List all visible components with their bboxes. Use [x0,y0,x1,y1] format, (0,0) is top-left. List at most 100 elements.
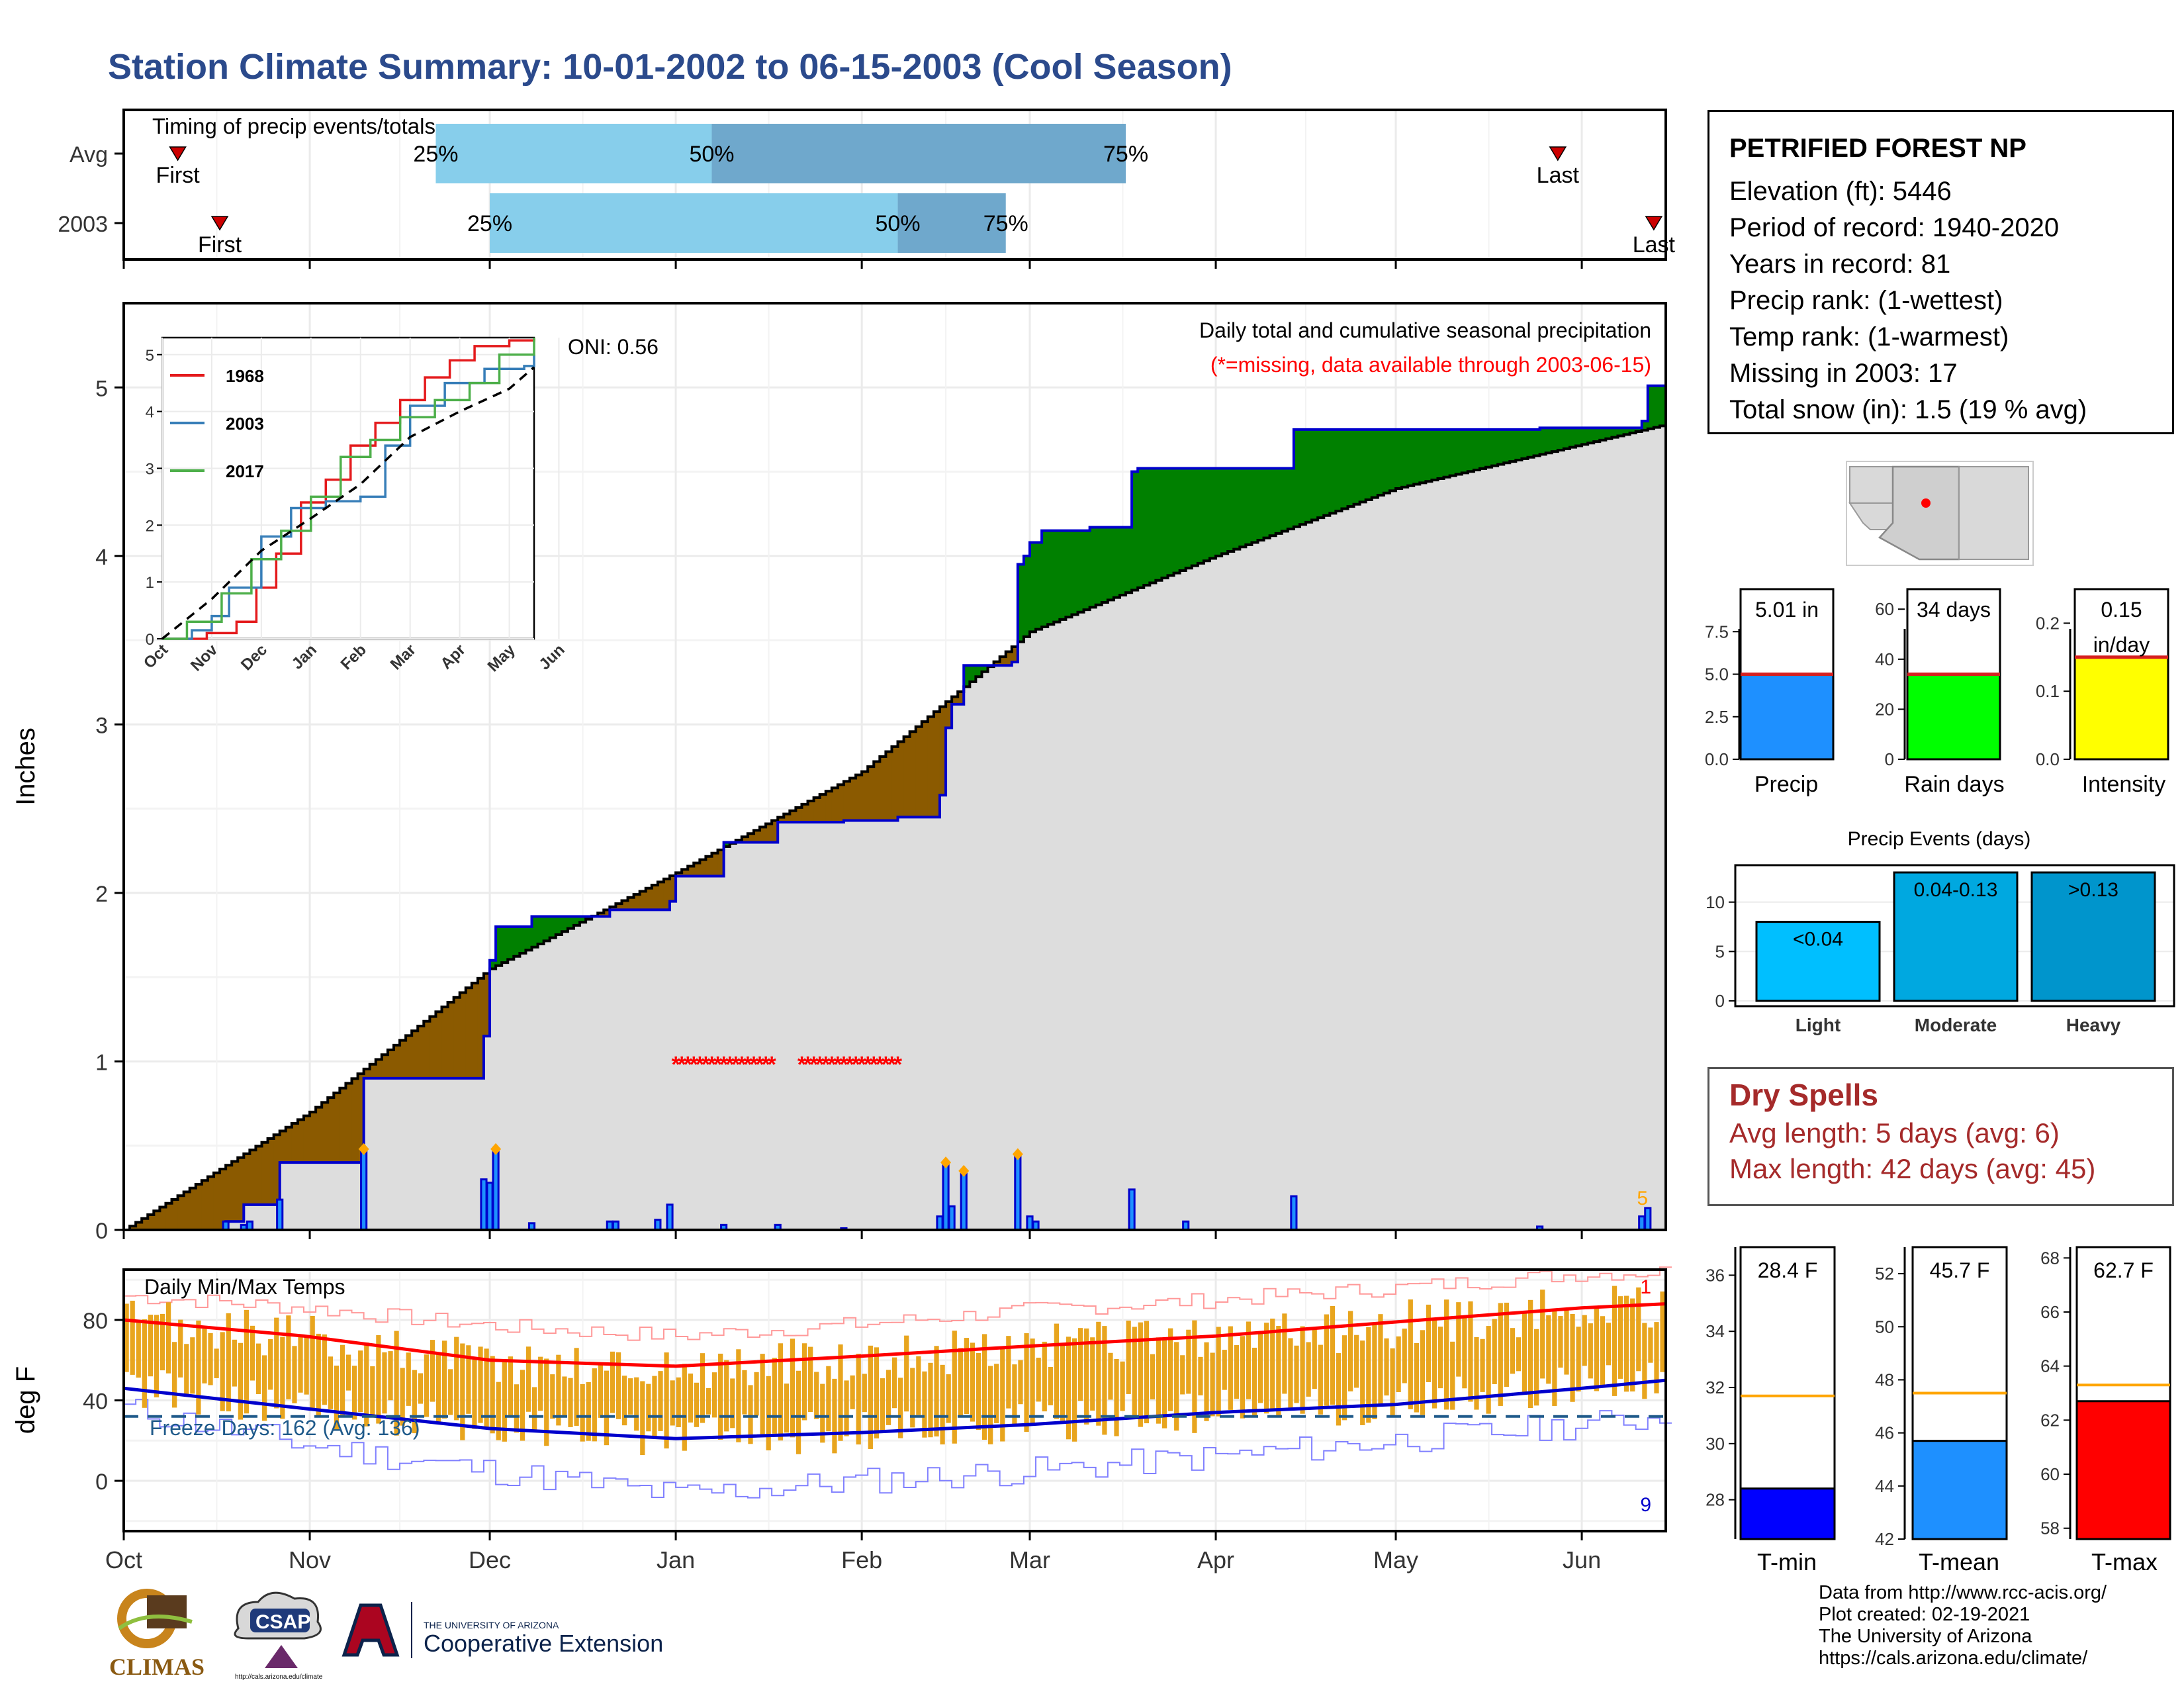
logos-strip: CLIMAS CSAP http://cals.arizona.edu/clim… [109,1589,663,1681]
temp-summary-y-tick-label: 66 [2040,1302,2060,1322]
daily-temp-range-bar [1042,1341,1047,1412]
station-snow: Total snow (in): 1.5 (19 % avg) [1729,395,2087,424]
daily-temp-range-bar [1126,1320,1131,1394]
below-average-area [952,696,958,704]
below-average-area [639,891,647,910]
daily-precip-bar [360,1148,368,1231]
daily-temp-range-bar [442,1340,447,1419]
daily-temp-range-bar [1210,1352,1215,1417]
daily-temp-range-bar [1426,1304,1432,1382]
daily-temp-range-bar [334,1365,340,1430]
above-average-area [1594,428,1600,442]
missing-day-marker: * [768,1052,777,1077]
daily-temp-range-bar [268,1339,273,1390]
temp-summary-value-bar [2075,1400,2171,1540]
below-average-area [363,1068,371,1078]
map-neighbor-state [1958,466,2029,560]
above-average-area [1138,468,1144,588]
daily-temp-range-bar [1324,1314,1329,1406]
below-average-area [700,859,707,876]
missing-day-marker: * [696,1052,705,1077]
daily-temp-range-bar [322,1334,327,1405]
daily-temp-range-bar [1480,1338,1485,1392]
daily-temp-range-bar [1186,1329,1191,1394]
daily-temp-range-bar [274,1317,279,1409]
above-average-area [1426,429,1433,482]
above-average-area [1275,468,1283,534]
below-average-area [412,1031,418,1078]
below-average-area [267,1139,275,1205]
above-average-area [1402,429,1408,487]
daily-temp-range-bar [688,1373,693,1423]
daily-temp-range-bar [1378,1314,1383,1406]
above-average-area [549,916,557,938]
summary-value-bar [1739,673,1835,761]
timing-last-marker [1645,216,1663,231]
below-average-area [291,1123,298,1163]
daily-temp-range-bar [238,1342,244,1420]
daily-temp-range-bar [1462,1316,1467,1389]
university-of-arizona-logo: THE UNIVERSITY OF ARIZONA Cooperative Ex… [341,1602,663,1658]
daily-temp-range-bar [1294,1345,1299,1403]
timing-last-label: Last [1633,232,1676,258]
daily-temp-range-bar [1054,1323,1060,1419]
above-average-area [1617,428,1625,436]
below-average-area [760,827,766,843]
inset-legend-label: 1968 [226,366,264,386]
daily-temp-range-bar [1624,1295,1629,1392]
missing-day-marker: * [671,1052,680,1077]
daily-temp-range-bar [711,1372,717,1418]
below-average-area [1011,647,1019,663]
daily-temp-range-bar [1582,1315,1587,1366]
above-average-area [1408,429,1414,486]
below-average-area [831,788,839,822]
above-average-area [1653,385,1661,428]
below-average-area [393,1045,400,1078]
below-average-area [645,888,653,910]
above-average-area [502,926,508,963]
above-average-area [1353,429,1361,504]
daily-temp-range-bar [766,1376,771,1451]
temp-y-label: deg F [11,1366,40,1434]
daily-temp-range-bar [292,1346,297,1403]
temp-summary-value-bar [1911,1440,2008,1540]
daily-temp-range-bar [250,1325,255,1381]
x-tick-label: Feb [841,1546,882,1573]
above-average-area [520,926,527,954]
missing-day-marker: * [882,1052,891,1077]
temp-summary-category-label: T-max [2091,1548,2158,1575]
temp-summary-y-tick-label: 52 [1875,1264,1894,1284]
below-average-area [837,784,844,822]
daily-temp-range-bar [1558,1316,1563,1368]
above-average-area [1479,429,1486,469]
below-average-area [220,1169,226,1230]
daily-temp-range-bar [910,1368,915,1428]
above-average-area [1347,429,1355,507]
missing-day-marker: * [761,1052,770,1077]
daily-temp-range-bar [1552,1310,1557,1406]
above-average-area [1203,468,1210,561]
missing-day-marker: * [851,1052,860,1077]
daily-precip-bar [276,1198,284,1231]
daily-temp-range-bar [634,1377,639,1431]
daily-temp-range-bar [1222,1350,1227,1390]
above-average-area [1144,468,1150,586]
above-average-area [1119,527,1126,595]
above-average-area [1455,429,1463,475]
above-average-area [1036,542,1042,630]
daily-temp-range-bar [940,1364,945,1445]
daily-temp-range-bar [286,1315,291,1399]
missing-day-marker: * [731,1052,741,1077]
events-y-tick-label: 10 [1706,892,1725,912]
above-average-area [561,916,569,932]
daily-temp-range-bar [1474,1336,1479,1410]
daily-temp-range-bar [490,1356,495,1434]
daily-temp-range-bar [382,1352,387,1414]
daily-temp-range-bar [705,1387,711,1415]
missing-day-marker: * [803,1052,813,1077]
daily-temp-range-bar [520,1370,525,1441]
daily-temp-range-bar [1251,1347,1257,1417]
daily-temp-range-bar [1384,1338,1389,1396]
y-tick-label: 0 [95,1219,108,1244]
